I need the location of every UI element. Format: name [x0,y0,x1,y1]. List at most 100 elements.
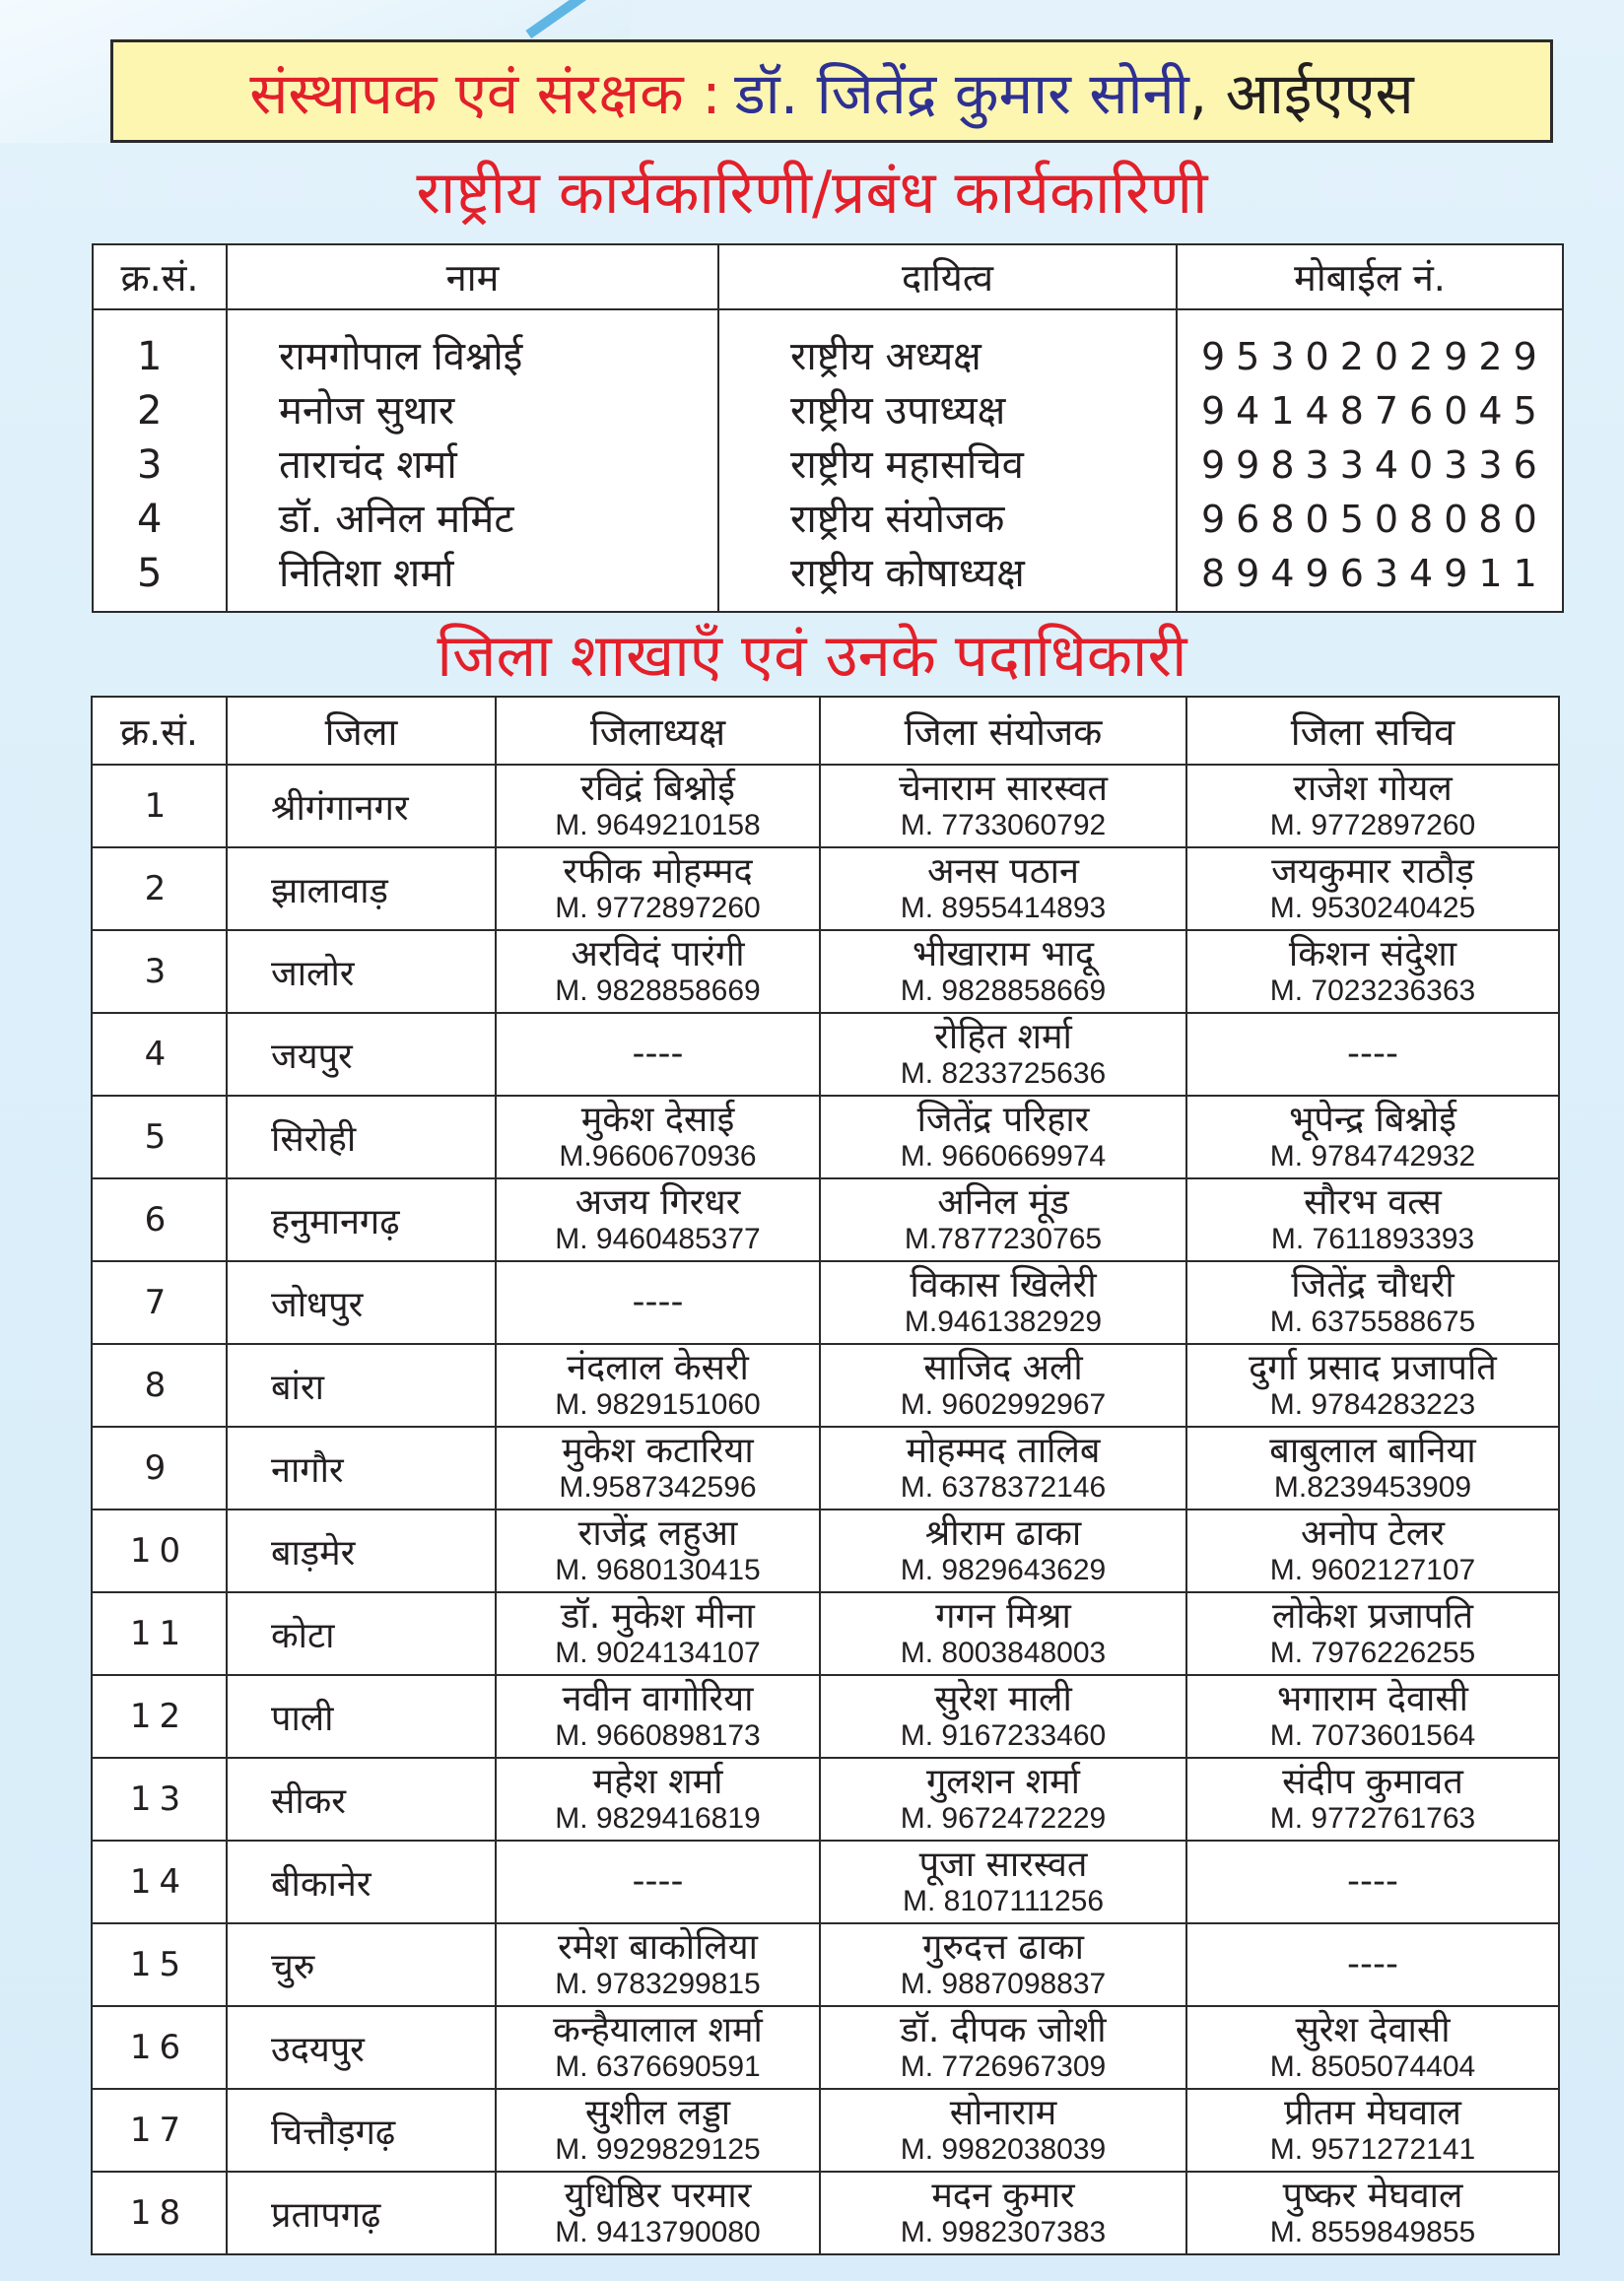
secretary-mobile: M. 9530240425 [1269,892,1476,924]
convener-name: भीखाराम भादू [912,934,1095,974]
row-sn: 18 [91,2171,228,2255]
secretary-name: जयकुमार राठौड़ [1271,851,1474,892]
district-convener-cell: जितेंद्र परिहार M. 9660669974 [819,1095,1187,1179]
secretary-name: भगाराम देवासी [1276,1679,1469,1719]
president-mobile: M. 9660898173 [555,1719,761,1752]
convener-name: श्रीराम ढाका [924,1513,1082,1554]
president-mobile: M.9660670936 [559,1140,757,1173]
national-heading: राष्ट्रीय कार्यकारिणी/प्रबंध कार्यकारिणी [416,159,1208,228]
district-convener-cell: गगन मिश्रा M. 8003848003 [819,1591,1187,1676]
district-president-cell: अरविदं पारंगी M. 9828858669 [495,929,821,1014]
row-sn: 9 [91,1426,228,1510]
sn-column: 1 2 3 4 5 [92,308,228,613]
president-mobile: M. 6376690591 [555,2050,761,2083]
convener-mobile: M. 9672472229 [900,1802,1107,1835]
row-sn: 8 [91,1343,228,1428]
header-sn: क्र.सं. [92,243,228,310]
role-column: राष्ट्रीय अध्यक्ष राष्ट्रीय उपाध्यक्ष राष्… [717,308,1178,613]
member-name: ताराचंद शर्मा [279,442,457,488]
president-mobile: M. 9649210158 [555,809,761,841]
member-role: राष्ट्रीय संयोजक [790,497,1005,542]
district-convener-cell: सोनाराम M. 9982038039 [819,2088,1187,2173]
row-sn: 5 [91,1095,228,1179]
district-secretary-cell: जितेंद्र चौधरी M. 6375588675 [1185,1260,1560,1345]
district-convener-cell: मोहम्मद तालिब M. 6378372146 [819,1426,1187,1510]
district-name: नागौर [226,1426,497,1510]
district-convener-cell: भीखाराम भादू M. 9828858669 [819,929,1187,1014]
secretary-name: किशन संदुेशा [1288,934,1457,974]
table-row: 13 सीकर महेश शर्मा M. 9829416819 गुलशन शर्मा… [91,1757,1560,1842]
convener-mobile: M. 7733060792 [900,809,1107,841]
secretary-name: सुरेश देवासी [1295,2010,1451,2050]
secretary-name: भूपेन्द्र बिश्नोई [1289,1100,1456,1140]
secretary-mobile: M. 9571272141 [1269,2133,1476,2166]
district-convener-cell: डॉ. दीपक जोशी M. 7726967309 [819,2005,1187,2090]
president-name: महेश शर्मा [592,1762,723,1802]
secretary-name: जितेंद्र चौधरी [1291,1265,1455,1306]
secretary-mobile: M. 9772761763 [1269,1802,1476,1835]
district-secretary-cell: किशन संदुेशा M. 7023236363 [1185,929,1560,1014]
president-mobile: M. 9413790080 [555,2216,761,2248]
district-secretary-cell: ---- [1185,1840,1560,1924]
secretary-mobile: M. 9784283223 [1269,1388,1476,1421]
national-executive-table: क्र.सं. नाम दायित्व मोबाईल नं. 1 2 3 4 5 राम… [92,243,1564,613]
president-mobile: M. 9783299815 [555,1968,761,2000]
district-convener-cell: श्रीराम ढाका M. 9829643629 [819,1509,1187,1593]
table-row: 11 कोटा डॉ. मुकेश मीना M. 9024134107 गगन मिश… [91,1591,1560,1676]
district-secretary-cell: भगाराम देवासी M. 7073601564 [1185,1674,1560,1759]
district-secretary-cell: ---- [1185,1922,1560,2007]
district-secretary-cell: सौरभ वत्स M. 7611893393 [1185,1177,1560,1262]
member-name: मनोज सुथार [279,388,455,434]
district-convener-cell: मदन कुमार M. 9982307383 [819,2171,1187,2255]
convener-mobile: M.9461382929 [904,1306,1103,1338]
district-convener-cell: पूजा सारस्वत M. 8107111256 [819,1840,1187,1924]
district-secretary-cell: प्रीतम मेघवाल M. 9571272141 [1185,2088,1560,2173]
table-row: 2 झालावाड़ रफीक मोहम्मद M. 9772897260 अनस पठ… [91,846,1560,931]
district-name: उदयपुर [226,2005,497,2090]
president-mobile: M.9587342596 [559,1471,757,1504]
district-convener-cell: चेनाराम सारस्वत M. 7733060792 [819,764,1187,848]
district-president-cell: ---- [495,1012,821,1097]
district-president-cell: मुकेश देसाई M.9660670936 [495,1095,821,1179]
mobile-column: 9530202929 9414876045 9983340336 9680508080… [1176,308,1564,613]
district-name: जयपुर [226,1012,497,1097]
secretary-name: ---- [1347,1861,1398,1902]
district-president-cell: मुकेश कटारिया M.9587342596 [495,1426,821,1510]
district-secretary-cell: राजेश गोयल M. 9772897260 [1185,764,1560,848]
table-row: 9 नागौर मुकेश कटारिया M.9587342596 मोहम्मद त… [91,1426,1560,1510]
table-row: 15 चुरु रमेश बाकोलिया M. 9783299815 गुरुदत्त… [91,1922,1560,2007]
district-convener-cell: विकास खिलेरी M.9461382929 [819,1260,1187,1345]
president-name: ---- [632,1034,684,1074]
table-row: 16 उदयपुर कन्हैयालाल शर्मा M. 6376690591 डॉ.… [91,2005,1560,2090]
row-sn: 2 [137,388,163,434]
member-role: राष्ट्रीय अध्यक्ष [790,334,981,379]
district-name: जालोर [226,929,497,1014]
table-row: 6 हनुमानगढ़ अजय गिरधर M. 9460485377 अनिल मूं… [91,1177,1560,1262]
secretary-name: संदीप कुमावत [1282,1762,1463,1802]
president-name: मुकेश कटारिया [562,1431,754,1471]
district-president-cell: रमेश बाकोलिया M. 9783299815 [495,1922,821,2007]
convener-name: अनस पठान [927,851,1079,892]
table-row: 4 जयपुर ---- रोहित शर्मा M. 8233725636 ---- [91,1012,1560,1097]
secretary-mobile: M. 8559849855 [1269,2216,1476,2248]
district-president-cell: महेश शर्मा M. 9829416819 [495,1757,821,1842]
district-president-cell: ---- [495,1840,821,1924]
president-name: रविद्रं बिश्नोई [580,769,735,809]
secretary-name: पुष्कर मेघवाल [1282,2176,1463,2216]
convener-name: विकास खिलेरी [910,1265,1097,1306]
table-row: 18 प्रतापगढ़ युधिष्ठिर परमार M. 9413790080 म… [91,2171,1560,2255]
secretary-mobile: M. 9784742932 [1269,1140,1476,1173]
secretary-name: प्रीतम मेघवाल [1284,2093,1461,2133]
header-president: जिलाध्यक्ष [495,696,821,766]
president-name: रमेश बाकोलिया [558,1927,758,1968]
district-convener-cell: अनिल मूंड M.7877230765 [819,1177,1187,1262]
table-row: 12 पाली नवीन वागोरिया M. 9660898173 सुरेश मा… [91,1674,1560,1759]
name-column: रामगोपाल विश्नोई मनोज सुथार ताराचंद शर्मा ड… [226,308,719,613]
secretary-mobile: M. 7073601564 [1269,1719,1476,1752]
district-secretary-cell: ---- [1185,1012,1560,1097]
district-name: सीकर [226,1757,497,1842]
district-president-cell: राजेंद्र लहुआ M. 9680130415 [495,1509,821,1593]
convener-mobile: M. 9828858669 [900,974,1107,1007]
member-name: नितिशा शर्मा [279,551,454,596]
convener-mobile: M. 8233725636 [900,1057,1107,1090]
